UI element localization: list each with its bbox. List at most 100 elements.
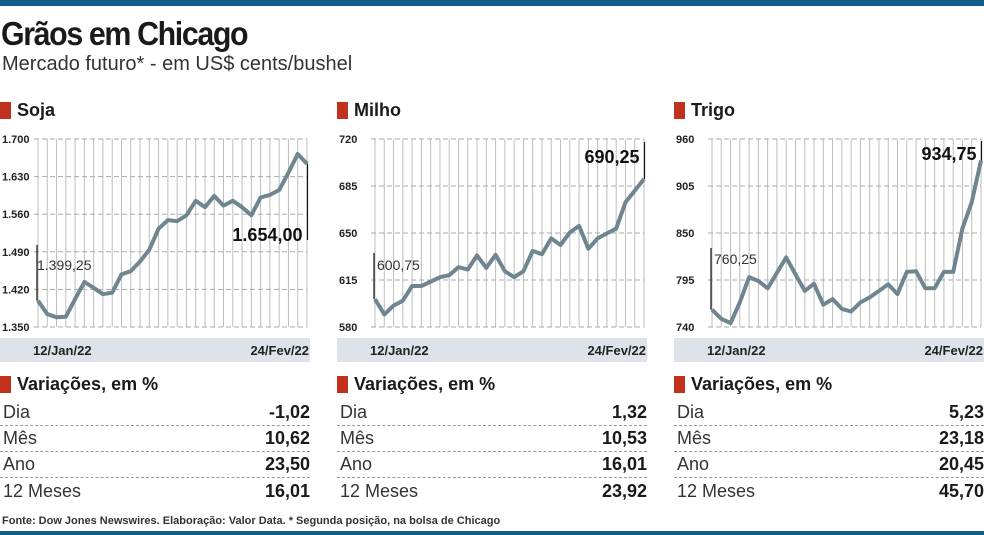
row-label: 12 Meses <box>340 480 419 501</box>
page-subtitle: Mercado futuro* - em US$ cents/bushel <box>2 53 353 75</box>
variations-title: Variações, em % <box>354 373 496 394</box>
series-line <box>710 160 983 326</box>
variations-title: Variações, em % <box>691 373 833 394</box>
table-row: Dia -1,02 <box>0 400 310 426</box>
y-tick-label: 650 <box>339 228 357 240</box>
variations-heading: Variações, em % <box>0 374 158 394</box>
start-value-label: 600,75 <box>377 257 420 273</box>
date-band <box>674 338 984 362</box>
row-value: 23,50 <box>264 454 310 474</box>
start-value-label: 760,25 <box>714 251 757 267</box>
table-row: Ano 16,01 <box>337 452 647 478</box>
table-row: Ano 20,45 <box>674 452 984 478</box>
chart-milho: 720 685 650 615 580 12/Jan/22 24/Fev/22 600,75 6… <box>337 134 647 362</box>
table-row: Mês 10,53 <box>337 426 647 452</box>
chart-title: Trigo <box>691 99 735 120</box>
end-value-label: 934,75 <box>921 144 976 164</box>
y-tick-label: 720 <box>339 134 357 146</box>
end-value-label: 1.654,00 <box>232 225 302 245</box>
row-label: 12 Meses <box>3 480 82 501</box>
row-value: 1,32 <box>611 402 647 422</box>
chart-heading: Trigo <box>674 100 735 120</box>
row-value: 23,92 <box>601 480 647 501</box>
row-value: 10,62 <box>264 428 310 448</box>
row-label: Dia <box>3 402 31 422</box>
row-value: 16,01 <box>264 480 310 501</box>
x-start-label: 12/Jan/22 <box>370 343 429 358</box>
chart-title: Soja <box>17 99 56 120</box>
x-end-label: 24/Fev/22 <box>924 343 983 358</box>
page-title: Grãos em Chicago <box>1 15 249 52</box>
red-square-icon <box>0 375 11 393</box>
red-square-icon <box>337 101 348 119</box>
variations-title: Variações, em % <box>17 373 159 394</box>
row-label: Ano <box>340 454 373 474</box>
y-tick-label: 685 <box>339 181 357 193</box>
row-value: 23,18 <box>938 428 984 448</box>
y-tick-label: 795 <box>676 275 694 287</box>
variations-heading: Variações, em % <box>337 374 495 394</box>
row-value: 5,23 <box>948 402 984 422</box>
chart-trigo: 960 905 850 795 740 12/Jan/22 24/Fev/22 760,25 9… <box>674 134 984 362</box>
row-value: 10,53 <box>601 428 647 448</box>
y-tick-label: 1.560 <box>2 209 30 221</box>
red-square-icon <box>674 101 685 119</box>
x-start-label: 12/Jan/22 <box>33 343 92 358</box>
row-value: -1,02 <box>268 402 310 422</box>
chart-title: Milho <box>354 99 401 120</box>
y-tick-label: 615 <box>339 275 357 287</box>
x-end-label: 24/Fev/22 <box>587 343 646 358</box>
y-tick-label: 960 <box>676 134 694 146</box>
y-tick-label: 1.350 <box>2 322 30 334</box>
y-tick-label: 850 <box>676 228 694 240</box>
variations-table: Dia 5,23 Mês 23,18 Ano 20,45 12 Meses 45,70 <box>674 400 984 504</box>
bottom-bar <box>0 531 984 535</box>
end-value-label: 690,25 <box>584 147 639 167</box>
top-bar <box>0 0 984 6</box>
table-row: Ano 23,50 <box>0 452 310 478</box>
row-label: Dia <box>677 402 705 422</box>
footer-source: Fonte: Dow Jones Newswires. Elaboração: … <box>2 515 501 527</box>
series-line <box>373 177 646 317</box>
row-label: Dia <box>340 402 368 422</box>
red-square-icon <box>337 375 348 393</box>
row-label: 12 Meses <box>677 480 756 501</box>
variations-table: Dia 1,32 Mês 10,53 Ano 16,01 12 Meses 23,92 <box>337 400 647 504</box>
y-tick-label: 1.630 <box>2 172 30 184</box>
x-end-label: 24/Fev/22 <box>250 343 309 358</box>
table-row: Mês 23,18 <box>674 426 984 452</box>
row-value: 20,45 <box>938 454 984 474</box>
table-row: Dia 5,23 <box>674 400 984 426</box>
row-label: Mês <box>340 428 375 448</box>
y-tick-label: 1.420 <box>2 284 30 296</box>
panel-trigo: Trigo 960 905 850 795 740 12/Jan/22 24/Fev/22 7… <box>674 96 984 516</box>
row-label: Mês <box>3 428 38 448</box>
table-row: 12 Meses 16,01 <box>0 478 310 504</box>
panel-milho: Milho 720 685 650 615 580 12/Jan/22 24/Fev/22 6… <box>337 96 647 516</box>
row-label: Ano <box>3 454 36 474</box>
series-line <box>36 152 309 320</box>
row-label: Mês <box>677 428 712 448</box>
table-row: Mês 10,62 <box>0 426 310 452</box>
row-label: Ano <box>677 454 710 474</box>
y-tick-label: 1.700 <box>2 134 30 146</box>
start-value-label: 1.399,25 <box>37 257 92 273</box>
red-square-icon <box>674 375 685 393</box>
row-value: 16,01 <box>601 454 647 474</box>
date-band <box>337 338 647 362</box>
y-tick-label: 1.490 <box>2 247 30 259</box>
y-tick-label: 905 <box>676 181 694 193</box>
table-row: 12 Meses 45,70 <box>674 478 984 504</box>
y-tick-label: 740 <box>676 322 694 334</box>
y-tick-label: 580 <box>339 322 357 334</box>
x-start-label: 12/Jan/22 <box>707 343 766 358</box>
row-value: 45,70 <box>938 480 984 501</box>
table-row: Dia 1,32 <box>337 400 647 426</box>
table-row: 12 Meses 23,92 <box>337 478 647 504</box>
red-square-icon <box>0 101 11 119</box>
chart-heading: Soja <box>0 100 55 120</box>
variations-table: Dia -1,02 Mês 10,62 Ano 23,50 12 Meses 16,01 <box>0 400 310 504</box>
chart-heading: Milho <box>337 100 401 120</box>
date-band <box>0 338 310 362</box>
